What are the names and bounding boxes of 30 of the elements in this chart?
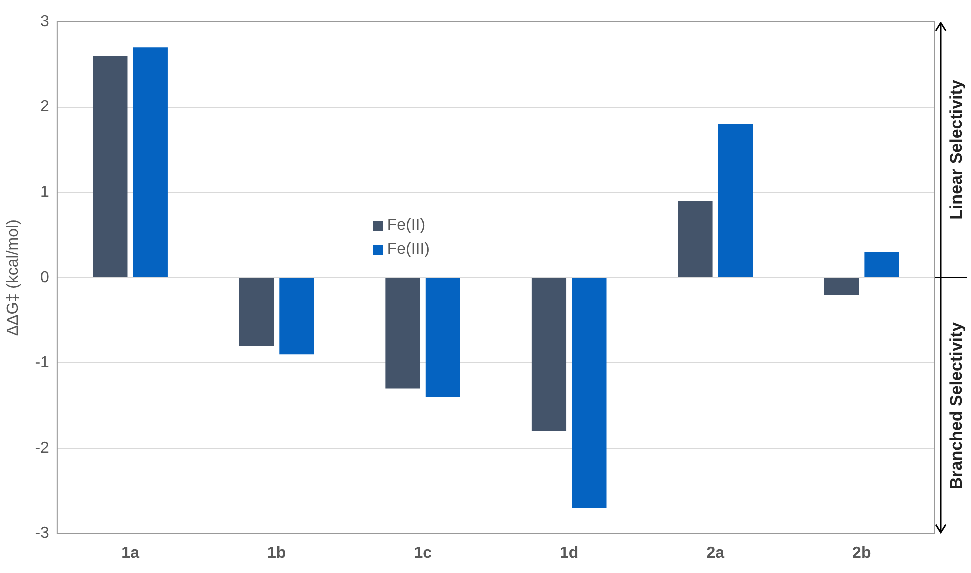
x-tick-label: 2b bbox=[852, 544, 872, 562]
y-tick-label: -1 bbox=[35, 354, 50, 372]
text: Branched Selectivity bbox=[947, 322, 967, 490]
x-tick-label: 1c bbox=[414, 544, 432, 562]
legend-label: Fe(II) bbox=[387, 217, 426, 236]
x-tick-label: 2a bbox=[706, 544, 725, 562]
text: Linear Selectivity bbox=[947, 80, 967, 220]
y-tick-label: 2 bbox=[40, 98, 50, 116]
bar bbox=[718, 124, 754, 278]
y-tick-label: 3 bbox=[40, 13, 50, 30]
bar bbox=[426, 278, 460, 398]
bar bbox=[239, 278, 274, 346]
y-tick-label: 0 bbox=[40, 269, 50, 286]
legend-label: Fe(III) bbox=[387, 241, 430, 260]
bar bbox=[93, 56, 128, 278]
bar bbox=[864, 252, 900, 278]
y-axis-title: ΔΔG‡ (kcal/mol) bbox=[5, 220, 22, 336]
y-tick-label: 1 bbox=[40, 184, 50, 202]
y-tick-label: -2 bbox=[35, 440, 50, 457]
x-tick-label: 1d bbox=[560, 544, 579, 562]
x-tick-label: 1a bbox=[122, 544, 140, 562]
x-tick-label: 1b bbox=[267, 544, 286, 562]
bar bbox=[678, 201, 713, 278]
bar bbox=[386, 278, 420, 389]
bar bbox=[532, 278, 567, 432]
y-tick-label: -3 bbox=[35, 525, 50, 542]
bar bbox=[572, 278, 607, 508]
bar bbox=[824, 278, 860, 295]
bar bbox=[280, 278, 314, 355]
bar bbox=[133, 48, 168, 278]
